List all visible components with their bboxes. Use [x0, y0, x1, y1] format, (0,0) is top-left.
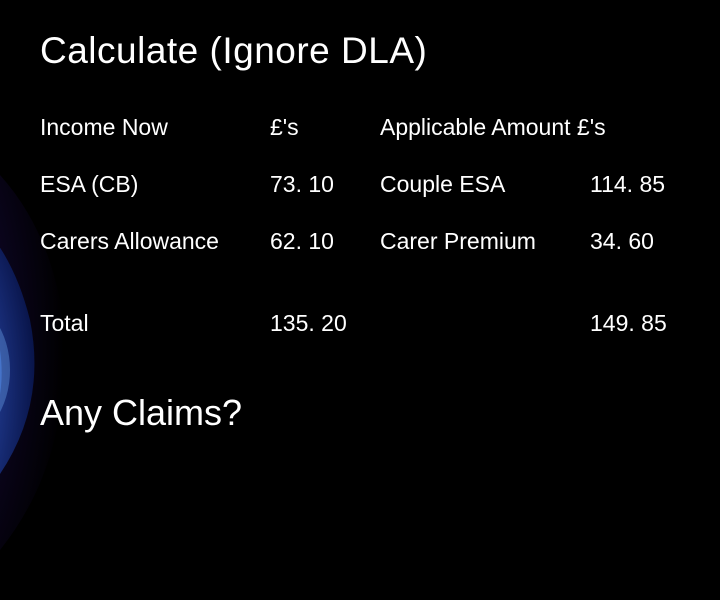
row-left-label: Carers Allowance [40, 228, 270, 255]
row-left-label: ESA (CB) [40, 171, 270, 198]
row-right-label: Couple ESA [380, 171, 590, 198]
row-right-value: 34. 60 [590, 228, 654, 255]
row-right-value: 114. 85 [590, 171, 665, 198]
applicable-header: Applicable Amount £'s [380, 114, 606, 141]
total-label: Total [40, 310, 270, 337]
row-left-value: 62. 10 [270, 228, 380, 255]
data-row: Carers Allowance 62. 10 Carer Premium 34… [40, 228, 680, 255]
total-right-value: 149. 85 [590, 310, 667, 337]
slide-content: Calculate (Ignore DLA) Income Now £'s Ap… [0, 0, 720, 464]
income-header: Income Now [40, 114, 270, 141]
data-row: ESA (CB) 73. 10 Couple ESA 114. 85 [40, 171, 680, 198]
total-row: Total 135. 20 149. 85 [40, 310, 680, 337]
slide-title: Calculate (Ignore DLA) [40, 30, 680, 72]
row-right-label: Carer Premium [380, 228, 590, 255]
total-left-value: 135. 20 [270, 310, 380, 337]
income-currency-header: £'s [270, 114, 380, 141]
header-row: Income Now £'s Applicable Amount £'s [40, 114, 680, 141]
footer-question: Any Claims? [40, 392, 680, 434]
row-left-value: 73. 10 [270, 171, 380, 198]
calculation-table: Income Now £'s Applicable Amount £'s ESA… [40, 114, 680, 337]
